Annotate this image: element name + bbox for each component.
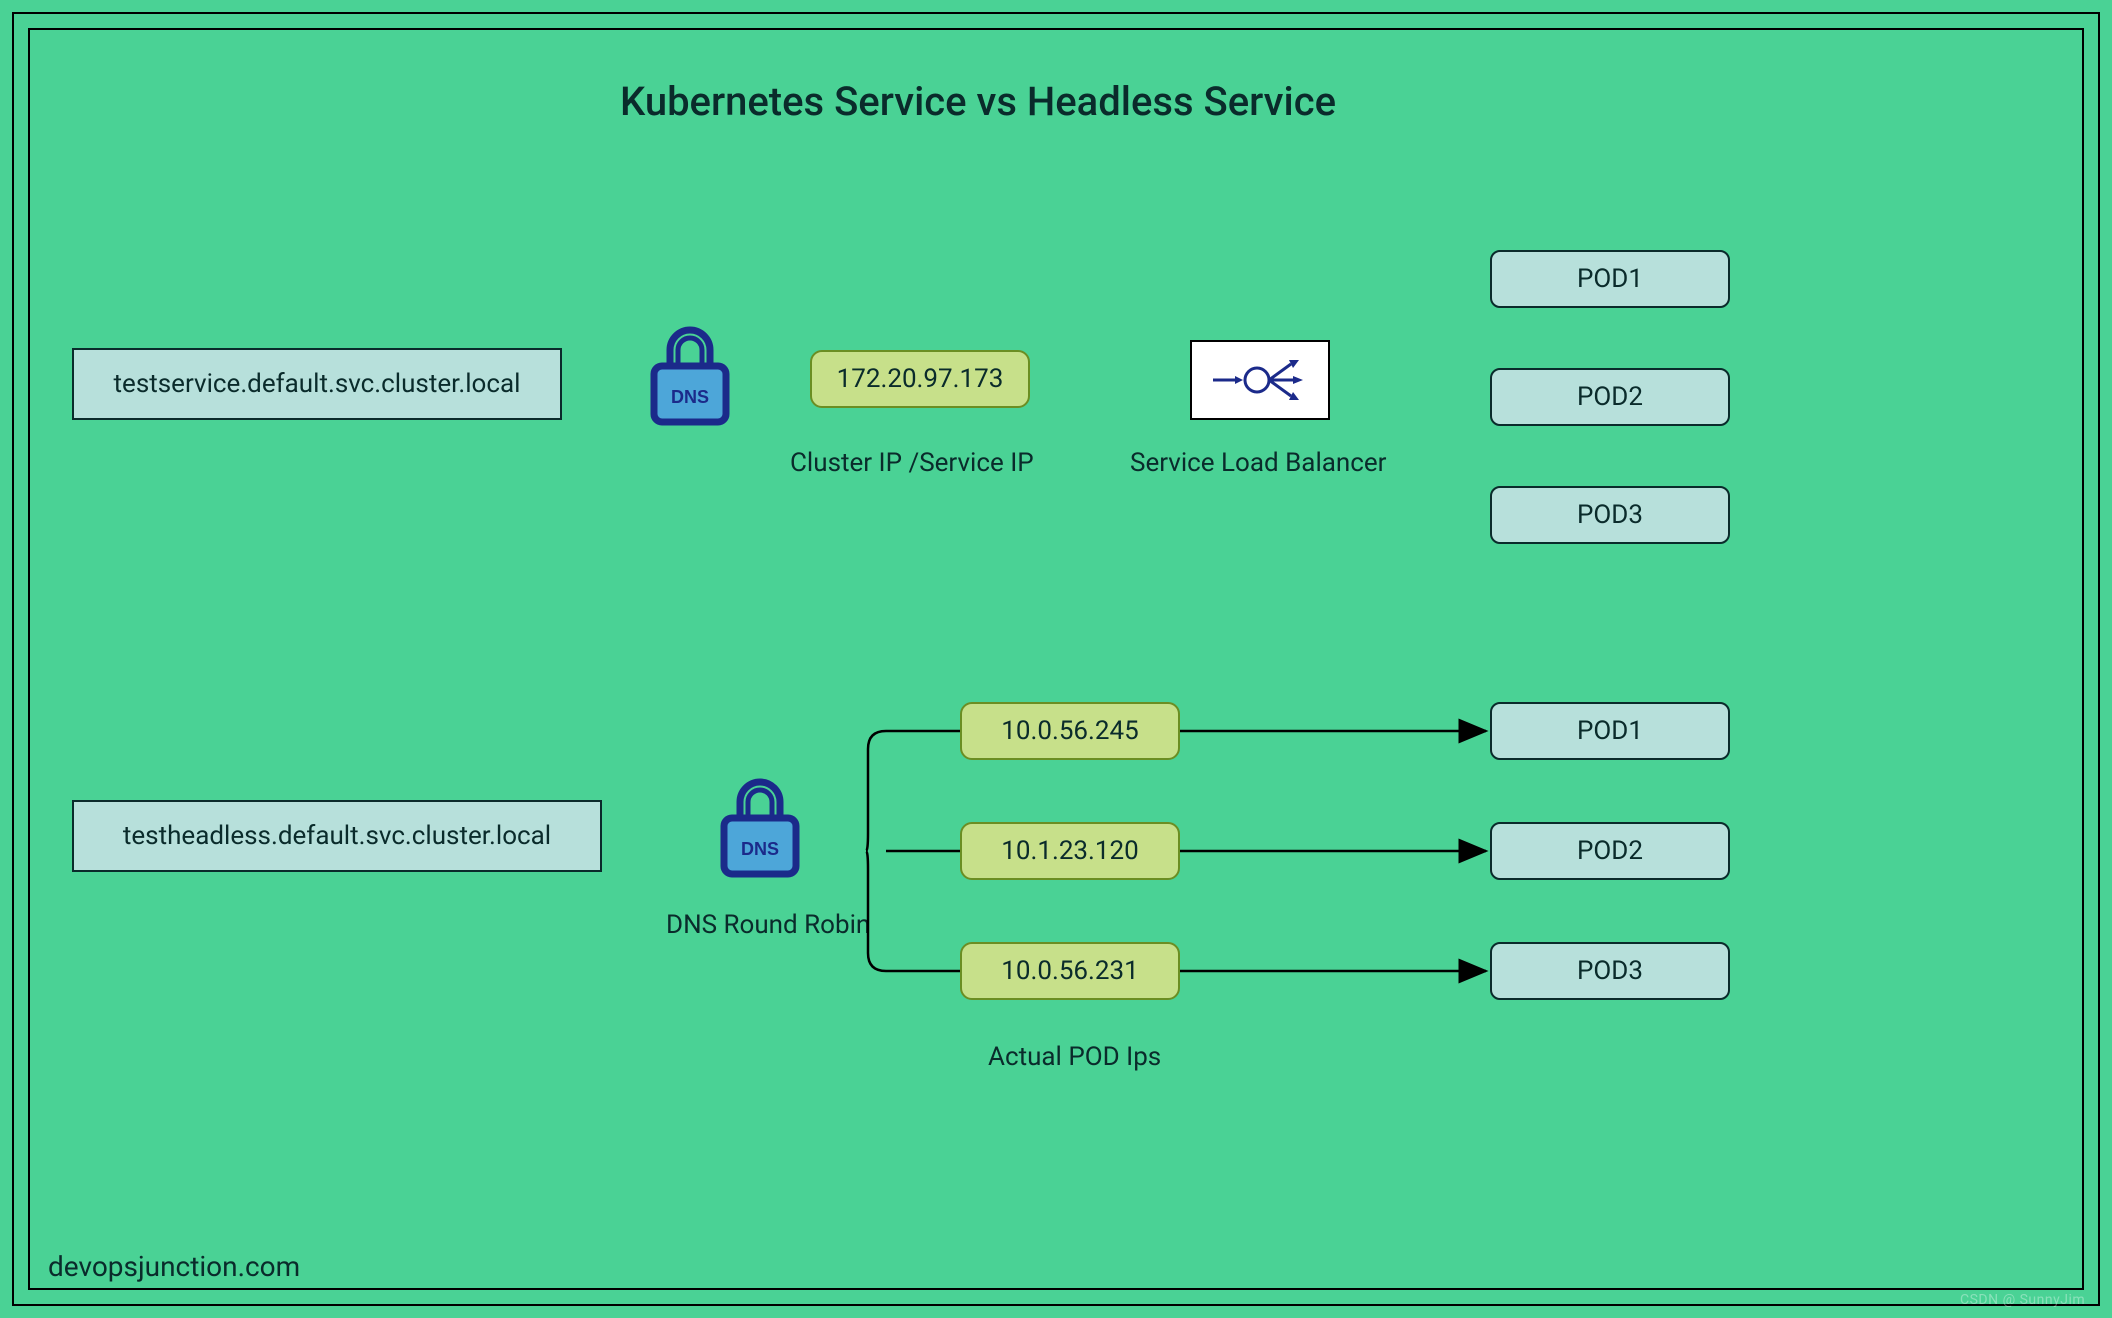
diagram-canvas: Kubernetes Service vs Headless Service t… [0,0,2112,1318]
footer-credit: devopsjunction.com [48,1250,300,1283]
connection-lines [0,0,2112,1318]
watermark: CSDN @ SunnyJim [1960,1292,2085,1308]
